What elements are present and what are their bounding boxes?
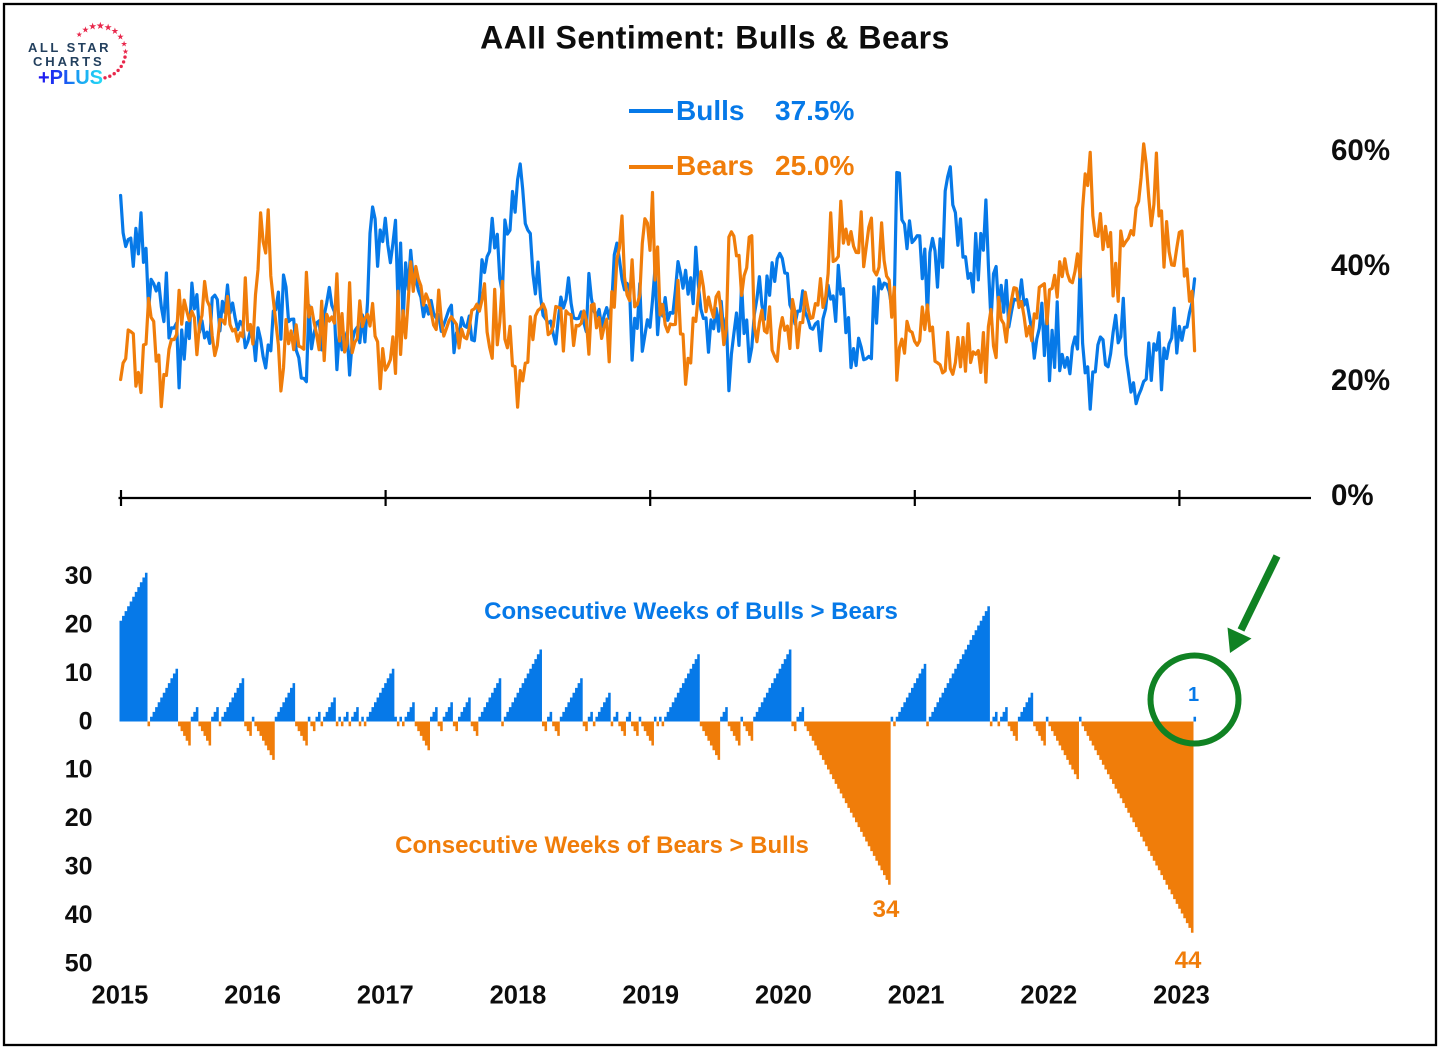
svg-text:20%: 20%: [1331, 364, 1390, 397]
svg-text:2022: 2022: [1020, 982, 1077, 1010]
svg-text:★: ★: [88, 22, 97, 33]
svg-text:10: 10: [65, 659, 93, 687]
svg-text:30: 30: [65, 853, 93, 881]
svg-text:2017: 2017: [357, 982, 414, 1010]
svg-text:Consecutive Weeks of Bulls > B: Consecutive Weeks of Bulls > Bears: [484, 598, 898, 625]
svg-text:CHARTS: CHARTS: [33, 54, 105, 69]
svg-text:10: 10: [65, 756, 93, 784]
svg-text:2023: 2023: [1153, 982, 1210, 1010]
svg-text:1: 1: [1188, 684, 1199, 706]
svg-text:Bears: Bears: [676, 150, 754, 181]
svg-text:30: 30: [65, 562, 93, 590]
svg-text:20: 20: [65, 611, 93, 639]
svg-text:★: ★: [121, 39, 128, 48]
svg-text:2015: 2015: [92, 982, 149, 1010]
svg-text:34: 34: [873, 896, 900, 923]
svg-text:2021: 2021: [888, 982, 945, 1010]
svg-text:Bulls: Bulls: [676, 95, 744, 126]
svg-text:44: 44: [1175, 947, 1202, 974]
svg-text:Consecutive Weeks of Bears > B: Consecutive Weeks of Bears > Bulls: [395, 832, 809, 859]
svg-text:2019: 2019: [622, 982, 679, 1010]
svg-text:★: ★: [104, 23, 113, 34]
svg-text:AAII Sentiment: Bulls & Bears: AAII Sentiment: Bulls & Bears: [480, 20, 950, 56]
svg-text:25.0%: 25.0%: [775, 150, 854, 181]
svg-text:40: 40: [65, 901, 93, 929]
svg-text:★: ★: [76, 30, 83, 39]
svg-text:★: ★: [117, 32, 125, 42]
svg-text:2020: 2020: [755, 982, 812, 1010]
svg-text:2016: 2016: [224, 982, 281, 1010]
svg-text:2018: 2018: [490, 982, 547, 1010]
svg-text:★: ★: [122, 47, 129, 56]
svg-text:0: 0: [79, 707, 93, 735]
svg-text:ALL STAR: ALL STAR: [28, 40, 111, 55]
svg-text:★: ★: [96, 21, 105, 32]
svg-text:40%: 40%: [1331, 249, 1390, 282]
svg-text:★: ★: [82, 24, 90, 34]
svg-text:+PLUS: +PLUS: [38, 67, 103, 89]
svg-text:50: 50: [65, 949, 93, 977]
svg-text:37.5%: 37.5%: [775, 95, 854, 126]
svg-text:60%: 60%: [1331, 134, 1390, 167]
svg-text:0%: 0%: [1331, 479, 1374, 512]
svg-text:20: 20: [65, 804, 93, 832]
svg-text:★: ★: [111, 26, 119, 36]
